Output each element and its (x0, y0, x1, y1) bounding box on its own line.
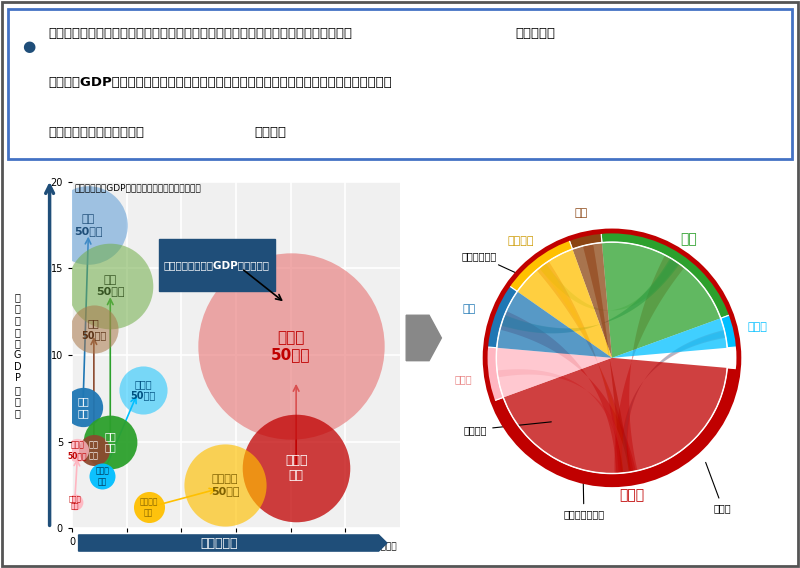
Wedge shape (612, 318, 727, 358)
Polygon shape (622, 330, 726, 473)
Text: 中東
現在: 中東 現在 (89, 441, 99, 460)
Polygon shape (509, 239, 572, 291)
Text: 域外への輸出: 域外への輸出 (462, 251, 517, 273)
Point (87, 446, 100, 455)
Text: 中南米: 中南米 (747, 322, 767, 332)
Polygon shape (497, 369, 630, 473)
Point (87, 324, 100, 333)
Text: 中東
50年後: 中東 50年後 (82, 318, 106, 340)
Point (68, 498, 81, 507)
Text: アジア
50年後: アジア 50年後 (271, 330, 310, 362)
Point (290, 463, 302, 472)
Point (71, 446, 84, 455)
Polygon shape (583, 244, 631, 473)
Text: （人口、億人）: （人口、億人） (360, 542, 398, 551)
Text: 中長期的には、新興国・途上国の経済規模や貿易に占める割合は高まる見込みだが、: 中長期的には、新興国・途上国の経済規模や貿易に占める割合は高まる見込みだが、 (49, 27, 353, 40)
Text: ●: ● (22, 39, 35, 53)
Text: アフリカ: アフリカ (507, 236, 534, 246)
Text: 人当たりGDPと人口成長の双方で大きな成長が見込まれるアジアの存在感が経済規模、貿易: 人当たりGDPと人口成長の双方で大きな成長が見込まれるアジアの存在感が経済規模、… (49, 76, 393, 89)
Text: （一人当たりGDP、購買力平価ベース、万ドル）: （一人当たりGDP、購買力平価ベース、万ドル） (74, 183, 202, 193)
Text: 人口の成長: 人口の成長 (201, 537, 238, 549)
Text: とりわけ一: とりわけ一 (515, 27, 555, 40)
Text: 中南米
現在: 中南米 現在 (95, 466, 109, 486)
Text: 大洋州: 大洋州 (454, 374, 472, 384)
Polygon shape (501, 258, 680, 333)
Text: 欧州: 欧州 (681, 232, 698, 247)
FancyBboxPatch shape (159, 239, 275, 291)
Point (142, 503, 155, 512)
Text: 域内貿易: 域内貿易 (464, 422, 551, 435)
Text: 見込み。: 見込み。 (254, 126, 286, 139)
Text: 北米: 北米 (463, 304, 476, 314)
FancyArrow shape (406, 315, 442, 361)
Text: 一
人
当
た
り
G
D
P
の
成
長: 一 人 当 た り G D P の 成 長 (14, 292, 22, 418)
Text: アフリカ
現在: アフリカ 現在 (139, 498, 158, 517)
Text: の双方において大きくなる: の双方において大きくなる (49, 126, 145, 139)
Point (104, 281, 117, 290)
Wedge shape (572, 243, 612, 358)
Text: アジア
現在: アジア 現在 (285, 454, 307, 482)
Text: 中南米
50年後: 中南米 50年後 (130, 379, 156, 400)
Text: 大洋州
現在: 大洋州 現在 (68, 495, 81, 509)
Text: 北米
現在: 北米 現在 (77, 396, 89, 418)
Text: 中東: 中東 (574, 208, 588, 218)
Polygon shape (539, 258, 678, 311)
Polygon shape (622, 331, 726, 473)
Wedge shape (496, 348, 612, 398)
Point (284, 342, 297, 351)
Wedge shape (517, 249, 612, 358)
Text: 大洋州
50年後: 大洋州 50年後 (68, 441, 87, 460)
Text: バブルの大きさ：GDP規模の成長: バブルの大きさ：GDP規模の成長 (164, 260, 270, 270)
Polygon shape (721, 315, 738, 348)
Polygon shape (501, 258, 679, 333)
Text: アフリカ
50年後: アフリカ 50年後 (211, 474, 239, 496)
Text: 貿易額: 貿易額 (706, 462, 731, 513)
Polygon shape (494, 368, 738, 484)
Text: 欧州
50年後: 欧州 50年後 (96, 275, 125, 296)
Polygon shape (486, 285, 517, 348)
FancyArrow shape (78, 535, 387, 551)
Point (82, 220, 95, 229)
Point (218, 481, 231, 490)
Text: アジア: アジア (618, 488, 644, 503)
Wedge shape (602, 242, 721, 358)
Point (77, 402, 90, 411)
Polygon shape (537, 261, 634, 474)
Text: 欧州
現在: 欧州 現在 (104, 431, 116, 453)
Text: 域外からの輸入: 域外からの輸入 (563, 473, 605, 519)
Point (96, 471, 109, 481)
Polygon shape (500, 311, 636, 474)
Point (137, 385, 150, 394)
Polygon shape (583, 244, 631, 473)
Point (104, 437, 117, 446)
Polygon shape (614, 255, 685, 474)
Polygon shape (486, 347, 503, 401)
Polygon shape (539, 263, 630, 473)
Polygon shape (569, 232, 602, 249)
Polygon shape (601, 232, 730, 318)
Wedge shape (503, 358, 727, 474)
Polygon shape (497, 370, 629, 473)
Text: 北米
50年後: 北米 50年後 (74, 214, 102, 236)
Wedge shape (497, 291, 612, 358)
